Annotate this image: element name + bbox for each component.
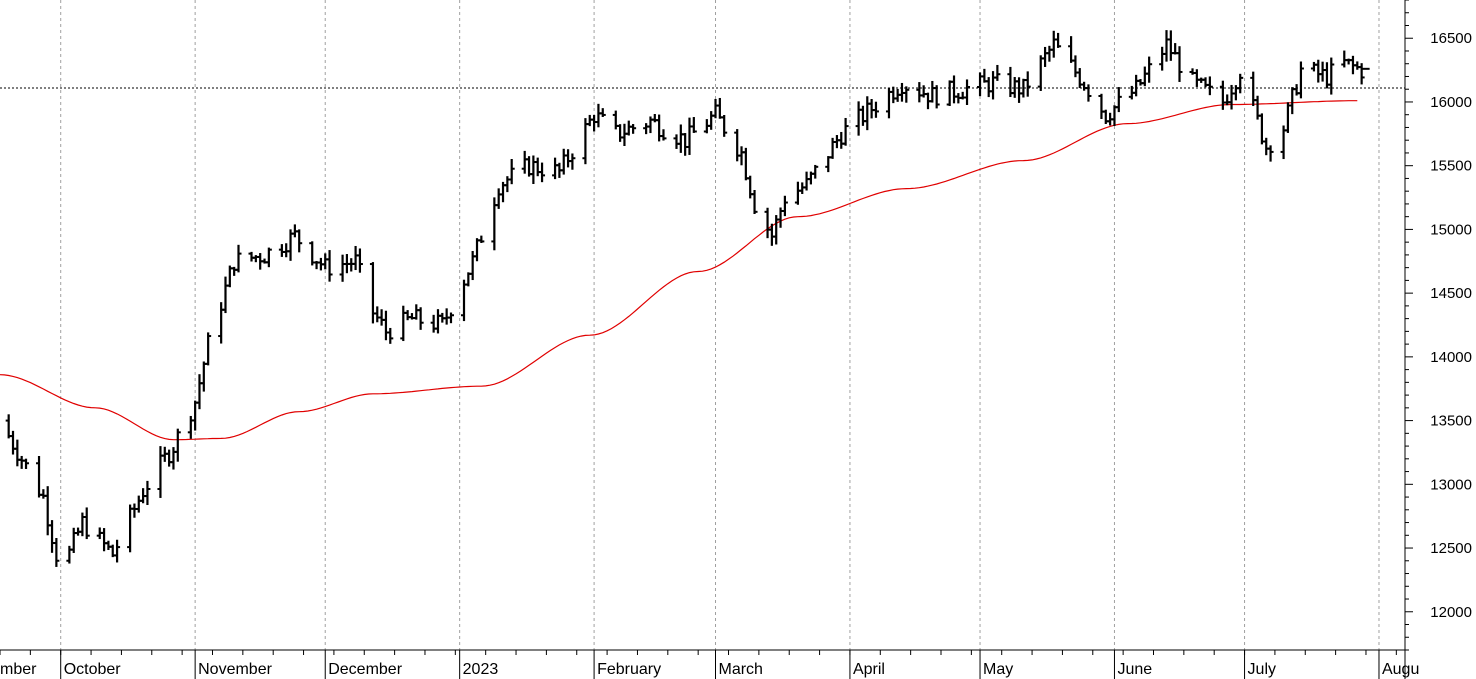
price-bar [265, 247, 272, 268]
month-label: February [597, 661, 661, 678]
price-bar [1115, 87, 1122, 113]
month-label: mber [0, 661, 37, 678]
y-tick-label: 13000 [1430, 476, 1472, 493]
y-tick-label: 13500 [1430, 413, 1472, 430]
month-label: Augu [1382, 661, 1419, 678]
month-label: November [198, 661, 272, 678]
price-bar [690, 117, 697, 133]
price-bar [1176, 46, 1183, 82]
price-bar [83, 507, 90, 540]
price-bar [1055, 32, 1062, 48]
month-label: April [853, 661, 885, 678]
y-axis-labels: 12000 12500 13000 13500 14000 14500 15000 15500… [1430, 30, 1472, 621]
price-bar [721, 115, 728, 137]
price-bars-group [5, 30, 1370, 567]
price-bar [53, 538, 60, 567]
y-tick-label: 16000 [1430, 94, 1472, 111]
y-tick-label: 14500 [1430, 285, 1472, 302]
price-bar [417, 307, 424, 330]
price-bar [964, 79, 971, 105]
price-bar [1024, 71, 1031, 97]
price-bar [114, 539, 121, 563]
price-bar [994, 64, 1001, 81]
month-label: 2023 [463, 661, 499, 678]
price-bar [933, 85, 940, 109]
price-bar [539, 162, 546, 183]
price-bar [144, 480, 151, 505]
price-bar [781, 195, 788, 217]
price-bar [751, 189, 758, 215]
moving-average-group [0, 100, 1358, 441]
y-tick-label: 14000 [1430, 349, 1472, 366]
price-bar [326, 250, 333, 282]
price-bar [903, 86, 910, 103]
price-bar [1297, 61, 1304, 99]
price-bar [1267, 145, 1274, 162]
month-label: March [719, 661, 763, 678]
price-bar [872, 101, 879, 118]
month-label: October [64, 661, 122, 678]
price-bar [23, 458, 30, 469]
price-bar [235, 244, 242, 273]
price-bar [356, 248, 363, 273]
price-bar [1206, 76, 1213, 96]
price-bar [1358, 63, 1365, 85]
price-bar [508, 158, 515, 185]
price-bar [1085, 84, 1092, 102]
price-bar [387, 327, 394, 344]
price-bar [569, 153, 576, 170]
x-axis-labels: mber October November December 2023 February M… [0, 661, 1419, 678]
price-bar [174, 428, 181, 462]
axes-group [0, 0, 1413, 679]
month-label: June [1117, 661, 1152, 678]
price-bar [1146, 56, 1153, 83]
month-label: May [983, 661, 1013, 678]
price-bar [1237, 73, 1244, 94]
y-tick-label: 15000 [1430, 221, 1472, 238]
y-tick-label: 12500 [1430, 540, 1472, 557]
price-bar [842, 117, 849, 146]
moving-average-line [0, 100, 1358, 441]
price-bar [812, 164, 819, 179]
price-bar [630, 124, 637, 134]
price-bar [660, 129, 667, 141]
price-bar [205, 332, 212, 366]
price-bar [296, 229, 303, 253]
price-bar [478, 235, 485, 243]
month-label: December [328, 661, 402, 678]
month-label: July [1248, 661, 1276, 678]
price-bar [447, 312, 454, 324]
y-tick-label: 16500 [1430, 30, 1472, 47]
y-tick-label: 15500 [1430, 158, 1472, 175]
price-bar [1328, 57, 1335, 95]
price-bar [599, 108, 606, 117]
y-tick-label: 12000 [1430, 604, 1472, 621]
